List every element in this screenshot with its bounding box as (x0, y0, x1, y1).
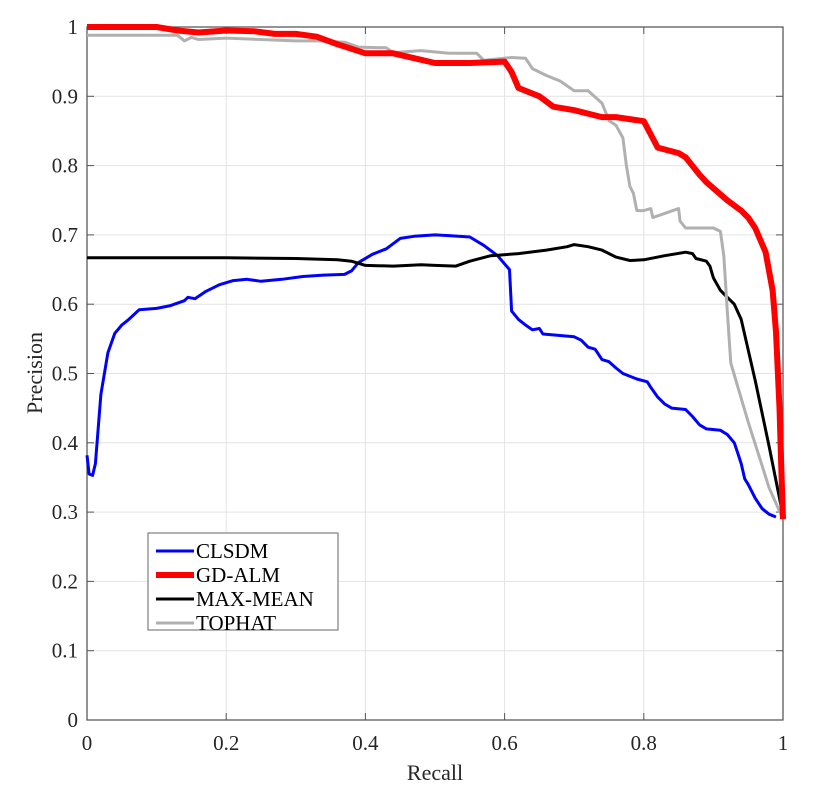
y-tick-label: 0.2 (52, 569, 78, 593)
series-line-gd-alm (87, 24, 786, 520)
legend-label: GD-ALM (196, 563, 280, 587)
legend-box (147, 532, 339, 631)
y-tick-label: 0.7 (52, 223, 78, 247)
series-line-tophat (87, 33, 785, 520)
series-line-max-mean (87, 243, 785, 516)
y-tick-label: 0.9 (52, 84, 78, 108)
y-tick-label: 0.6 (52, 292, 78, 316)
x-tick-label: 0.2 (213, 731, 239, 755)
x-tick-label: 0.8 (631, 731, 657, 755)
y-tick-label: 0 (68, 708, 79, 732)
x-tick-label: 0 (82, 731, 93, 755)
y-tick-label: 0.5 (52, 362, 78, 386)
y-axis-label: Precision (22, 332, 47, 414)
y-tick-label: 0.3 (52, 500, 78, 524)
y-tick-label: 0.1 (52, 639, 78, 663)
axes-frame (86, 26, 784, 721)
legend-label: TOPHAT (196, 611, 276, 635)
y-tick-label: 0.8 (52, 154, 78, 178)
y-tick-label: 1 (68, 15, 79, 39)
x-tick-label: 0.4 (352, 731, 379, 755)
x-tick-label: 0.6 (491, 731, 517, 755)
legend-label: CLSDM (196, 539, 269, 563)
y-tick-label: 0.4 (52, 431, 79, 455)
series-line-clsdm (85, 233, 777, 519)
legend-label: MAX-MEAN (196, 587, 314, 611)
x-axis-label: Recall (407, 760, 463, 785)
x-tick-label: 1 (778, 731, 789, 755)
data-series (85, 24, 786, 520)
tick-labels: 0 0.2 0.4 0.6 0.8 1 0 0.1 0.2 0.3 0.4 0.5 0.6 0.7 0.8 0… (52, 15, 789, 755)
